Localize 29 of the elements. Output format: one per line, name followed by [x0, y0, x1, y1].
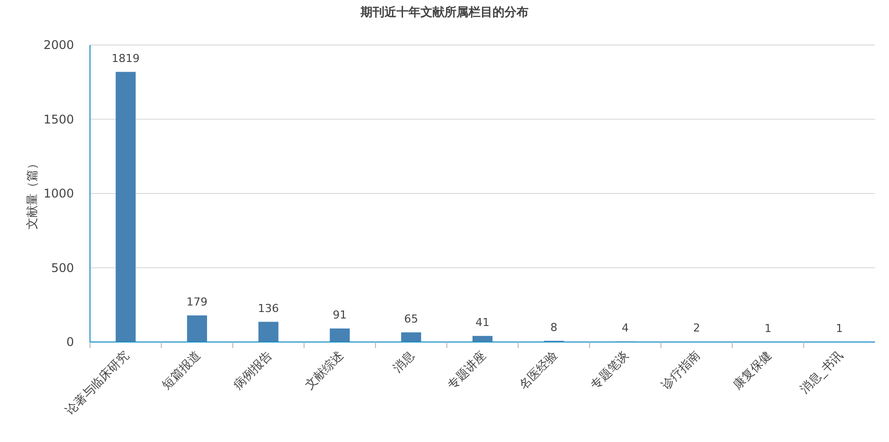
- y-tick-label: 1500: [43, 112, 74, 126]
- x-tick-label: 消息_书讯: [797, 348, 846, 396]
- x-tick-label: 文献综述: [302, 348, 346, 392]
- y-tick-label: 2000: [43, 38, 74, 52]
- data-label: 4: [622, 321, 629, 334]
- data-label: 65: [404, 312, 418, 326]
- data-label: 8: [550, 320, 558, 334]
- data-label: 91: [332, 308, 347, 322]
- data-label: 2: [693, 322, 700, 335]
- data-label: 179: [186, 295, 208, 308]
- x-tick-label: 论著与临床研究: [62, 348, 132, 418]
- x-tick-label: 康复保健: [730, 348, 774, 392]
- data-label: 1: [836, 322, 843, 335]
- x-tick-label: 病例报告: [230, 348, 275, 392]
- x-tick-label: 短篇报道: [159, 348, 204, 392]
- y-axis-title: 文献量（篇）: [25, 158, 39, 230]
- data-label: 136: [258, 302, 279, 315]
- x-tick-label: 消息: [390, 348, 418, 376]
- chart-title: 期刊近十年文献所属栏目的分布: [360, 5, 528, 19]
- y-tick-label: 1000: [43, 186, 74, 200]
- data-label: 41: [476, 316, 490, 329]
- data-label: 1819: [112, 52, 140, 65]
- y-tick-label: 0: [66, 335, 74, 349]
- y-tick-label: 500: [51, 260, 74, 275]
- data-label: 1: [764, 322, 772, 335]
- x-tick-label: 专题笔谈: [588, 348, 632, 392]
- x-tick-label: 诊疗指南: [658, 348, 703, 392]
- x-tick-label: 专题讲座: [444, 348, 489, 392]
- x-tick-label: 名医经验: [516, 348, 560, 392]
